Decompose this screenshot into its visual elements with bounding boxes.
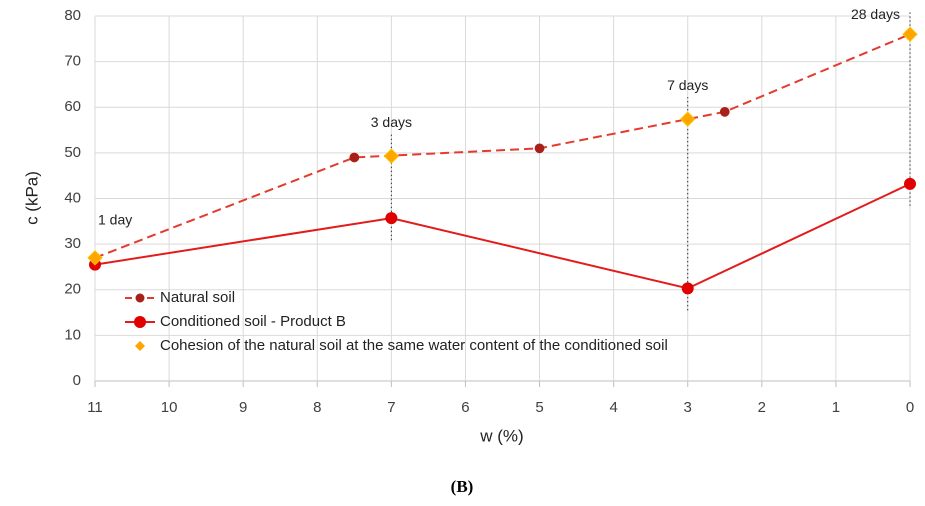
point [719, 106, 730, 117]
annotation: 28 days [851, 6, 900, 22]
y-tick-label: 20 [64, 281, 81, 298]
x-tick-label: 10 [161, 399, 178, 416]
x-tick-label: 8 [313, 399, 321, 416]
y-tick-label: 50 [64, 144, 81, 161]
y-tick-label: 60 [64, 98, 81, 115]
annotation: 7 days [667, 77, 708, 93]
x-tick-label: 2 [758, 399, 766, 416]
diamond-marker [680, 111, 696, 127]
point [385, 212, 398, 225]
y-axis-label: c (kPa) [22, 171, 41, 225]
diamond-marker [383, 148, 400, 164]
point [681, 282, 694, 295]
x-tick-label: 3 [684, 399, 692, 416]
legend-label: Cohesion of the natural soil at the same… [160, 337, 668, 354]
diamond-marker [902, 26, 918, 42]
y-tick-label: 80 [64, 7, 81, 24]
x-tick-label: 4 [609, 399, 617, 416]
x-tick-label: 6 [461, 399, 469, 416]
point [349, 152, 360, 163]
x-tick-label: 1 [832, 399, 840, 416]
y-tick-label: 10 [64, 326, 81, 343]
x-tick-label: 5 [535, 399, 543, 416]
legend-marker [135, 293, 145, 303]
y-tick-label: 40 [64, 189, 81, 206]
legend-label: Natural soil [160, 289, 235, 306]
y-tick-label: 70 [64, 53, 81, 70]
x-axis-label: w (%) [479, 426, 523, 445]
point [534, 143, 545, 154]
legend-marker [134, 316, 146, 328]
series-line [94, 33, 911, 259]
legend-label: Conditioned soil - Product B [160, 313, 346, 330]
x-tick-label: 7 [387, 399, 395, 416]
x-tick-label: 0 [906, 399, 914, 416]
y-tick-label: 30 [64, 235, 81, 252]
series-line [94, 182, 911, 290]
x-tick-label: 11 [87, 399, 103, 416]
diamond-marker [87, 250, 103, 266]
legend-marker [135, 341, 145, 351]
y-tick-label: 0 [73, 372, 81, 389]
annotation: 1 day [98, 212, 132, 228]
point [904, 177, 916, 190]
annotation: 3 days [371, 114, 412, 130]
x-tick-label: 9 [239, 399, 247, 416]
caption: (B) [451, 477, 474, 496]
